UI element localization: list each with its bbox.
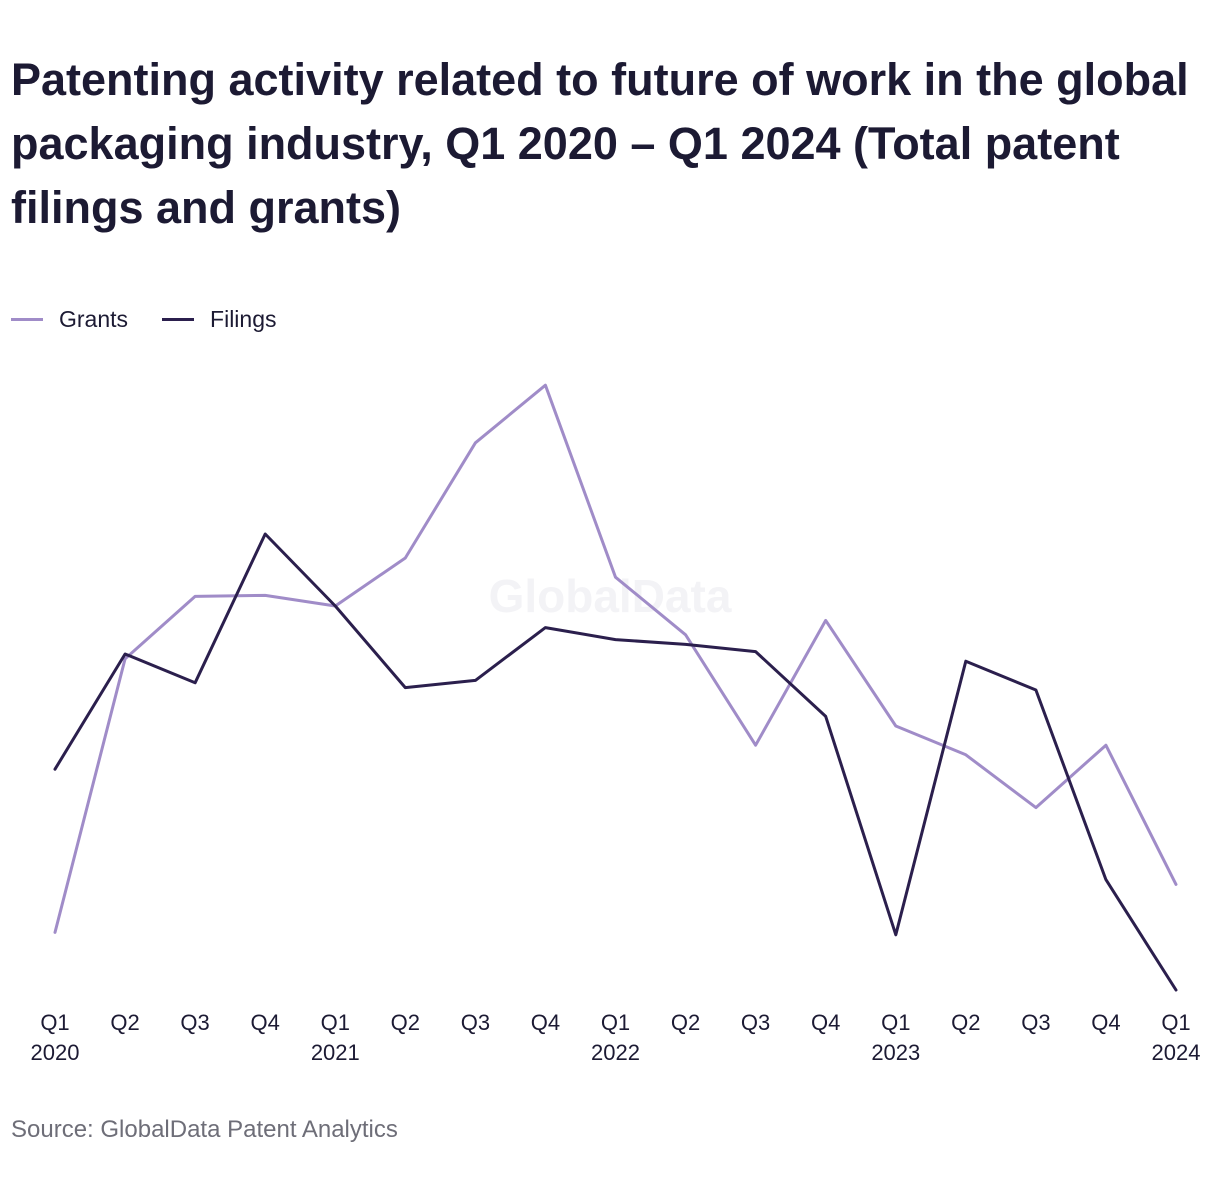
data-point-filings <box>894 933 898 937</box>
chart-legend: Grants Filings <box>11 306 311 333</box>
series-filings <box>53 532 1178 992</box>
x-tick-label: Q4 <box>1091 1010 1120 1035</box>
series-lines <box>53 383 1178 992</box>
data-point-grants <box>543 383 547 387</box>
data-point-grants <box>964 753 968 757</box>
series-line-grants <box>53 383 1178 934</box>
data-point-filings <box>403 686 407 690</box>
data-point-filings <box>543 626 547 630</box>
data-point-grants <box>894 724 898 728</box>
legend-swatch-filings <box>162 318 195 321</box>
x-tick-label: Q1 <box>1161 1010 1190 1035</box>
data-point-grants <box>1104 743 1108 747</box>
x-tick-label: Q2 <box>671 1010 700 1035</box>
x-tick-label: Q4 <box>531 1010 560 1035</box>
chart-title: Patenting activity related to future of … <box>11 54 1189 233</box>
data-point-filings <box>824 714 828 718</box>
data-point-grants <box>614 575 618 579</box>
data-point-grants <box>1174 882 1178 886</box>
x-tick-year-label: 2021 <box>311 1040 360 1065</box>
data-point-grants <box>263 593 267 597</box>
x-tick-label: Q3 <box>1021 1010 1050 1035</box>
x-tick-year-label: 2020 <box>31 1040 80 1065</box>
x-tick-label: Q1 <box>40 1010 69 1035</box>
legend-swatch-grants <box>11 318 43 321</box>
data-point-filings <box>53 767 57 771</box>
x-axis-ticks: Q1 2020 Q2 Q3 Q4 Q1 2021 Q2 Q3 Q4 Q1 2022 Q2 Q3 Q4 Q1 20… <box>31 1010 1201 1065</box>
data-point-filings <box>123 652 127 656</box>
data-point-filings <box>193 681 197 685</box>
data-point-grants <box>473 441 477 445</box>
line-chart: GlobalData Q1 2020 Q2 Q3 Q4 Q1 2021 Q2 Q3 Q4 Q1 202… <box>31 383 1201 1065</box>
data-point-filings <box>614 638 618 642</box>
watermark-text: GlobalData <box>489 570 732 622</box>
data-point-filings <box>333 604 337 608</box>
data-point-grants <box>684 633 688 637</box>
data-point-grants <box>754 743 758 747</box>
legend-label-grants: Grants <box>59 306 129 332</box>
x-tick-label: Q3 <box>180 1010 209 1035</box>
data-point-filings <box>1034 688 1038 692</box>
legend-item-filings: Filings <box>162 306 277 333</box>
x-tick-year-label: 2024 <box>1152 1040 1201 1065</box>
x-tick-label: Q1 <box>881 1010 910 1035</box>
data-point-grants <box>403 556 407 560</box>
data-point-grants <box>824 618 828 622</box>
data-point-filings <box>754 650 758 654</box>
data-point-filings <box>473 678 477 682</box>
x-tick-year-label: 2022 <box>591 1040 640 1065</box>
x-tick-label: Q4 <box>811 1010 840 1035</box>
data-point-grants <box>193 594 197 598</box>
source-note: Source: GlobalData Patent Analytics <box>11 1116 398 1143</box>
data-point-filings <box>684 642 688 646</box>
data-point-filings <box>964 659 968 663</box>
x-tick-label: Q2 <box>391 1010 420 1035</box>
x-tick-label: Q1 <box>321 1010 350 1035</box>
x-tick-label: Q2 <box>110 1010 139 1035</box>
legend-label-filings: Filings <box>210 306 277 332</box>
legend-item-grants: Grants <box>11 306 128 333</box>
data-point-filings <box>1174 988 1178 992</box>
data-point-grants <box>53 930 57 934</box>
x-tick-label: Q1 <box>601 1010 630 1035</box>
x-tick-label: Q3 <box>461 1010 490 1035</box>
x-tick-label: Q2 <box>951 1010 980 1035</box>
data-point-filings <box>1104 878 1108 882</box>
series-grants <box>53 383 1178 934</box>
x-tick-year-label: 2023 <box>871 1040 920 1065</box>
series-line-filings <box>53 532 1178 992</box>
x-tick-label: Q4 <box>251 1010 280 1035</box>
x-tick-label: Q3 <box>741 1010 770 1035</box>
data-point-grants <box>1034 806 1038 810</box>
data-point-filings <box>263 532 267 536</box>
